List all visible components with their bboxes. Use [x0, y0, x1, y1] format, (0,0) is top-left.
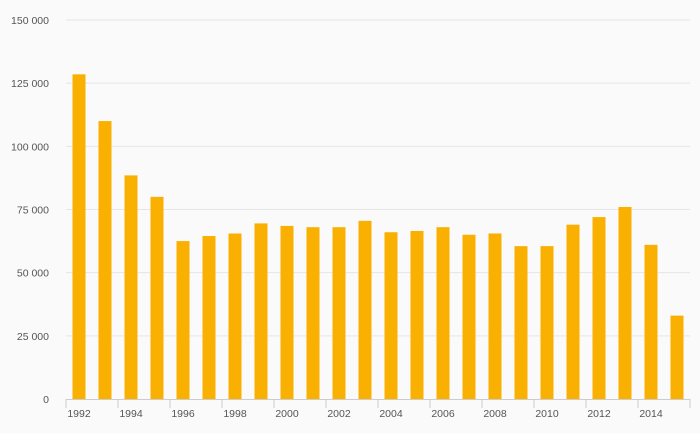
bar: [670, 315, 684, 399]
y-tick-label: 25 000: [17, 331, 49, 343]
y-tick-label: 50 000: [17, 268, 49, 280]
y-tick-label: 100 000: [11, 141, 49, 153]
x-tick-label: 1996: [171, 408, 195, 420]
x-tick-label: 2000: [275, 408, 299, 420]
bar: [488, 233, 502, 399]
x-tick-label: 1994: [119, 408, 143, 420]
bar: [280, 225, 294, 399]
bar: [514, 246, 528, 399]
y-axis-labels: 0 25 000 50 000 75 000 100 000 125 000 150 000: [11, 15, 49, 406]
bar: [254, 223, 268, 399]
x-tick-label: 1992: [67, 408, 91, 420]
bar: [98, 121, 112, 399]
x-axis: [65, 399, 691, 408]
bar: [202, 236, 216, 399]
y-tick-label: 125 000: [11, 78, 49, 90]
bar: [228, 233, 242, 399]
bar: [306, 227, 320, 399]
x-tick-label: 2004: [379, 408, 403, 420]
bar: [124, 175, 138, 399]
x-tick-label: 2008: [483, 408, 507, 420]
x-tick-label: 2006: [431, 408, 455, 420]
bars: [72, 74, 684, 399]
x-axis-labels: 1992 1994 1996 1998 2000 2002 2004 2006 2008 2010…: [67, 408, 663, 420]
grid-lines: [66, 19, 690, 337]
x-tick-label: 2010: [535, 408, 559, 420]
bar: [644, 244, 658, 399]
x-tick-label: 2012: [587, 408, 611, 420]
bar: [332, 227, 346, 399]
bar: [436, 227, 450, 399]
bar: [358, 220, 372, 399]
bar: [540, 246, 554, 399]
x-tick-label: 1998: [223, 408, 247, 420]
bar: [410, 230, 424, 399]
bar: [592, 217, 606, 399]
bar: [618, 206, 632, 399]
y-tick-label: 75 000: [17, 205, 49, 217]
y-tick-label: 150 000: [11, 15, 49, 27]
bar: [566, 224, 580, 399]
bar: [462, 234, 476, 399]
bar: [384, 232, 398, 399]
bar: [72, 74, 86, 399]
x-tick-label: 2014: [639, 408, 663, 420]
y-tick-label: 0: [43, 394, 49, 406]
bar: [150, 196, 164, 399]
x-tick-label: 2002: [327, 408, 351, 420]
bar: [176, 241, 190, 399]
